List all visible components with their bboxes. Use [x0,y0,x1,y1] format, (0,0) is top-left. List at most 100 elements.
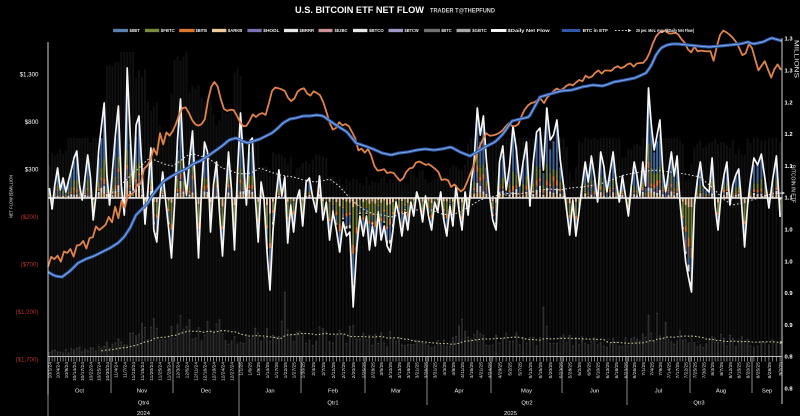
svg-text:6/10/25: 6/10/25 [596,362,602,379]
svg-text:0.9: 0.9 [785,291,794,297]
svg-text:12/27/24: 12/27/24 [230,362,236,381]
svg-text:U.S. BITCOIN ETF NET FLOW: U.S. BITCOIN ETF NET FLOW [295,5,424,15]
svg-text:BTC in ETF: BTC in ETF [583,28,609,33]
svg-text:2/7/25: 2/7/25 [321,362,327,376]
svg-text:NET FLOW ($)MILLION: NET FLOW ($)MILLION [9,175,15,218]
svg-text:$1,300: $1,300 [20,72,39,79]
svg-text:4/16/25: 4/16/25 [469,362,475,379]
svg-text:0.8: 0.8 [785,387,794,393]
svg-text:11/28/24: 11/28/24 [167,362,173,381]
svg-text:3/18/25: 3/18/25 [406,362,412,379]
svg-text:1/1/25: 1/1/25 [239,362,245,376]
svg-text:$GBTC: $GBTC [472,28,487,33]
svg-text:20 per. Mov. Avg. ($Daily Net: 20 per. Mov. Avg. ($Daily Net Flow) [636,28,694,33]
svg-text:4/24/25: 4/24/25 [488,362,494,379]
svg-text:Nov: Nov [137,389,147,395]
svg-text:10/9/24: 10/9/24 [64,362,70,379]
svg-text:$FBTC: $FBTC [161,28,176,33]
svg-text:5/15/25: 5/15/25 [538,362,544,379]
svg-text:1/6/25: 1/6/25 [247,362,253,376]
svg-text:11/15/24: 11/15/24 [140,362,146,381]
svg-text:1.1: 1.1 [785,196,794,202]
svg-text:Qtr4: Qtr4 [138,401,150,407]
svg-text:($1,700): ($1,700) [15,357,38,364]
svg-text:12/11/24: 12/11/24 [194,362,200,381]
svg-text:2/17/25: 2/17/25 [341,362,347,379]
svg-text:7/30/25: 7/30/25 [701,362,707,379]
svg-text:$ARKB: $ARKB [228,28,243,33]
svg-text:10/25/24: 10/25/24 [97,362,103,381]
svg-text:12/6/24: 12/6/24 [185,362,191,379]
svg-text:2024: 2024 [137,411,151,416]
svg-text:($200): ($200) [21,214,39,221]
svg-text:1/22/25: 1/22/25 [283,362,289,379]
svg-text:3/13/25: 3/13/25 [397,362,403,379]
svg-text:7/25/25: 7/25/25 [692,362,698,379]
svg-text:1/9/25: 1/9/25 [256,362,262,376]
svg-text:2/25/25: 2/25/25 [361,362,367,379]
svg-text:6/13/25: 6/13/25 [605,362,611,379]
svg-text:11/25/24: 11/25/24 [158,362,164,381]
svg-text:10/1/24: 10/1/24 [47,362,53,379]
svg-text:5/2/25: 5/2/25 [508,362,514,376]
svg-text:6/23/25: 6/23/25 [624,362,630,379]
svg-text:8/25/25: 8/25/25 [756,362,762,379]
svg-text:8/28/25: 8/28/25 [767,362,773,379]
svg-text:1/30/25: 1/30/25 [301,362,307,379]
svg-text:$BTC: $BTC [441,28,452,33]
svg-text:TRADER T@THEPFUND: TRADER T@THEPFUND [430,9,496,15]
svg-text:6/18/25: 6/18/25 [614,362,620,379]
svg-text:$Daily Net Flow: $Daily Net Flow [508,28,550,33]
svg-text:1.2: 1.2 [785,100,793,106]
svg-text:Feb: Feb [328,389,338,395]
svg-text:3/10/25: 3/10/25 [388,362,394,379]
svg-text:4/11/25: 4/11/25 [460,362,466,378]
svg-text:$300: $300 [25,167,39,174]
svg-text:5/20/25: 5/20/25 [548,362,554,379]
svg-text:11/20/24: 11/20/24 [149,362,155,381]
svg-text:10/30/24: 10/30/24 [105,362,111,381]
svg-text:Aug: Aug [716,389,726,395]
svg-text:8/4/25: 8/4/25 [710,362,716,376]
svg-text:1.2: 1.2 [785,132,793,138]
svg-text:7/17/25: 7/17/25 [675,362,681,379]
svg-text:8/15/25: 8/15/25 [737,362,743,379]
svg-text:3/5/25: 3/5/25 [379,362,385,376]
svg-text:4/8/25: 4/8/25 [451,362,457,376]
svg-text:Mar: Mar [391,389,401,395]
svg-text:5/7/25: 5/7/25 [518,362,524,376]
svg-text:($700): ($700) [21,262,39,269]
svg-text:2/12/25: 2/12/25 [331,362,337,379]
svg-text:7/1/25: 7/1/25 [641,362,647,376]
svg-text:4/21/25: 4/21/25 [478,362,484,379]
svg-text:11/4/24: 11/4/24 [113,362,119,378]
svg-text:11/7/24: 11/7/24 [122,362,128,378]
svg-text:6/26/25: 6/26/25 [632,362,638,379]
svg-text:8/7/25: 8/7/25 [719,362,725,376]
svg-text:2/4/25: 2/4/25 [311,362,317,376]
svg-text:12/24/24: 12/24/24 [221,362,227,381]
svg-text:Apr: Apr [454,389,463,395]
svg-text:May: May [521,389,532,395]
svg-text:6/5/25: 6/5/25 [586,362,592,376]
svg-text:2025: 2025 [504,411,517,416]
svg-text:$800: $800 [25,119,39,126]
svg-text:3/26/25: 3/26/25 [424,362,430,379]
svg-text:12/19/24: 12/19/24 [212,362,218,381]
svg-text:8/12/25: 8/12/25 [728,362,734,379]
svg-text:Sep: Sep [762,389,772,395]
svg-text:1.3: 1.3 [785,69,794,75]
svg-text:10/22/24: 10/22/24 [89,362,95,381]
svg-text:5/12/25: 5/12/25 [528,362,534,379]
svg-text:7/22/25: 7/22/25 [684,362,690,379]
svg-text:7/9/25: 7/9/25 [658,362,664,376]
svg-text:10/14/24: 10/14/24 [72,362,78,381]
svg-text:12/16/24: 12/16/24 [203,362,209,381]
svg-text:$BRRR: $BRRR [300,28,315,33]
svg-text:$BTCO: $BTCO [369,28,384,33]
svg-text:Jul: Jul [655,389,662,395]
svg-text:6/2/25: 6/2/25 [577,362,583,376]
svg-text:1.3: 1.3 [785,37,794,43]
svg-text:3/31/25: 3/31/25 [433,362,439,379]
svg-text:0.9: 0.9 [785,323,794,329]
